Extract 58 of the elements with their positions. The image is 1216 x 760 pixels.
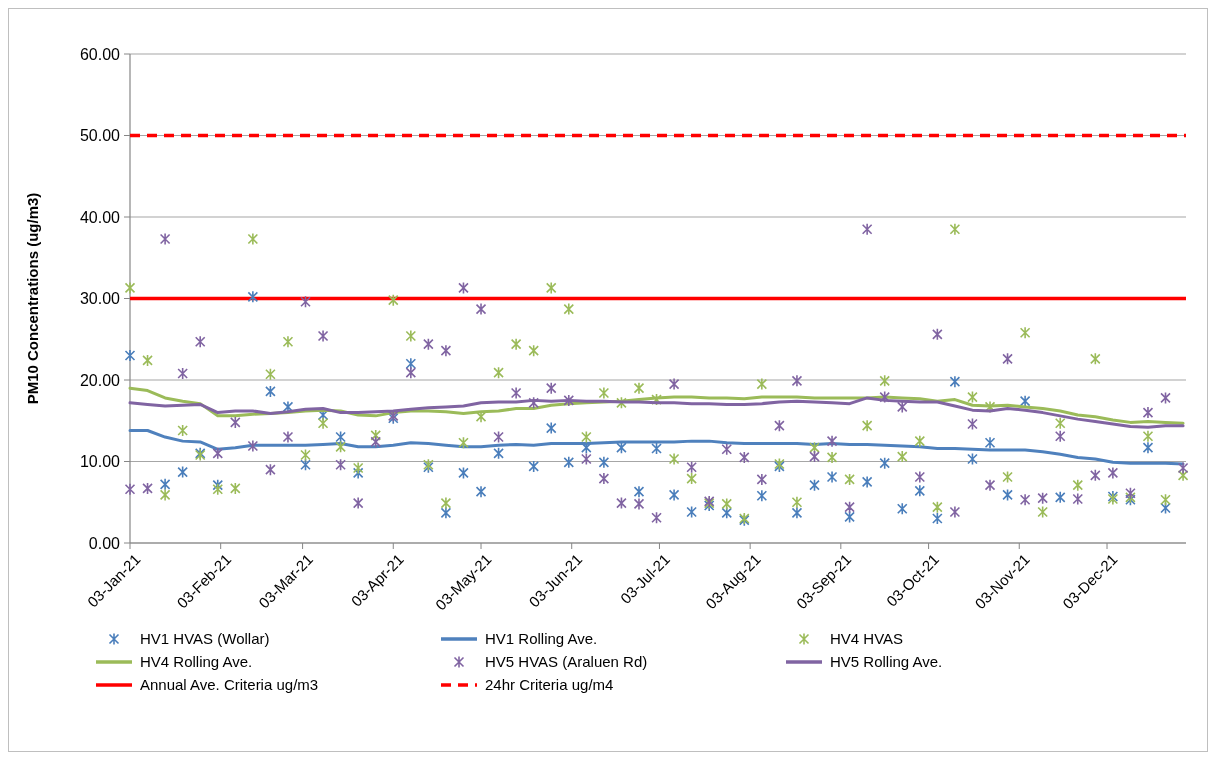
point bbox=[212, 478, 224, 492]
point bbox=[967, 452, 978, 466]
point bbox=[159, 478, 171, 491]
point bbox=[686, 505, 697, 519]
legend-label: HV1 Rolling Ave. bbox=[485, 630, 598, 648]
y-axis-title: PM10 Concentrations (ug/m3) bbox=[24, 192, 41, 405]
point bbox=[528, 460, 539, 473]
line-series bbox=[128, 429, 1185, 466]
legend-label: HV4 Rolling Ave. bbox=[140, 653, 253, 671]
point bbox=[1054, 491, 1066, 504]
point bbox=[1160, 501, 1171, 515]
point bbox=[791, 506, 803, 520]
point bbox=[809, 478, 820, 492]
point bbox=[458, 466, 469, 480]
point bbox=[756, 489, 768, 503]
point bbox=[879, 456, 890, 470]
point bbox=[1002, 488, 1013, 502]
point bbox=[861, 475, 873, 489]
legend-label: Annual Ave. Criteria ug/m3 bbox=[140, 676, 319, 694]
y-tick-label: 60.00 bbox=[79, 45, 121, 63]
point bbox=[493, 447, 504, 460]
point bbox=[545, 421, 557, 435]
point bbox=[1019, 394, 1031, 408]
legend-label: HV1 HVAS (Wollar) bbox=[140, 630, 270, 648]
point bbox=[826, 470, 838, 484]
point bbox=[844, 510, 855, 524]
point bbox=[984, 436, 996, 450]
y-tick-label: 0.00 bbox=[88, 534, 121, 552]
y-tick-label: 40.00 bbox=[79, 208, 121, 226]
point bbox=[668, 488, 680, 502]
y-tick-label: 10.00 bbox=[79, 453, 121, 471]
point bbox=[265, 385, 276, 398]
y-tick-label: 30.00 bbox=[79, 290, 121, 308]
point bbox=[247, 290, 259, 304]
point bbox=[475, 485, 487, 498]
legend-label: 24hr Criteria ug/m4 bbox=[485, 676, 614, 694]
point bbox=[300, 458, 311, 472]
point bbox=[563, 456, 575, 469]
point bbox=[405, 357, 417, 370]
y-tick-label: 50.00 bbox=[79, 127, 121, 145]
point bbox=[651, 442, 662, 455]
point bbox=[440, 506, 452, 520]
legend-label: HV4 HVAS bbox=[830, 630, 904, 648]
point bbox=[1142, 441, 1154, 454]
point bbox=[598, 456, 610, 469]
point bbox=[633, 485, 645, 498]
point bbox=[352, 466, 364, 480]
point bbox=[914, 484, 926, 498]
point bbox=[177, 465, 188, 479]
legend-label: HV5 HVAS (Araluen Rd) bbox=[485, 653, 648, 671]
point bbox=[896, 502, 908, 516]
point bbox=[949, 375, 961, 388]
point bbox=[124, 349, 136, 362]
point bbox=[335, 430, 346, 444]
y-tick-label: 20.00 bbox=[79, 371, 121, 389]
point bbox=[932, 512, 943, 525]
point bbox=[721, 506, 733, 520]
legend-label: HV5 Rolling Ave. bbox=[830, 653, 943, 671]
